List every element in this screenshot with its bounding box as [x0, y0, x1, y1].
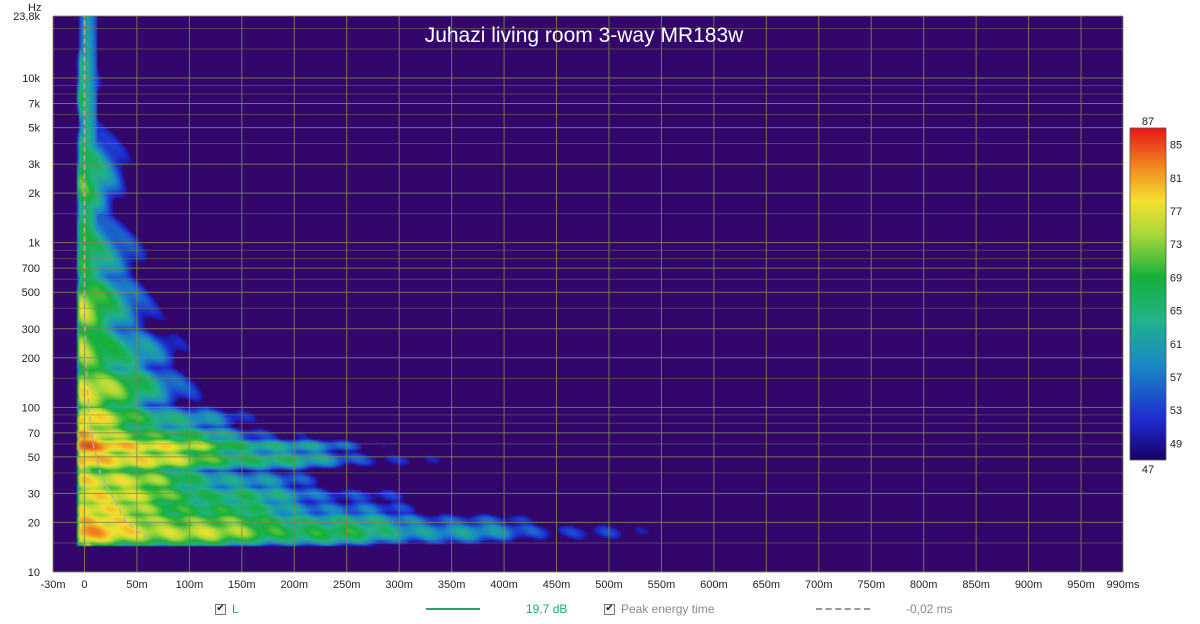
- x-tick-label: 300m: [385, 579, 413, 591]
- y-tick-label: 5k: [28, 123, 40, 135]
- colorbar: [1129, 127, 1167, 461]
- chart-title: Juhazi living room 3-way MR183w: [425, 24, 744, 47]
- x-tick-label: 250m: [333, 579, 361, 591]
- x-tick-label: 50m: [126, 579, 147, 591]
- colorbar-max-label: 87: [1142, 116, 1154, 128]
- x-tick-label: 400m: [490, 579, 518, 591]
- y-tick-label: 70: [28, 428, 40, 440]
- x-tick-label: 750m: [857, 579, 885, 591]
- x-tick-label: 600m: [700, 579, 728, 591]
- x-tick-label: 990ms: [1106, 579, 1140, 591]
- y-tick-label: 200: [22, 353, 40, 365]
- x-tick-label: 650m: [753, 579, 781, 591]
- x-tick-label: 950m: [1067, 579, 1095, 591]
- colorbar-tick-label: 53: [1170, 405, 1182, 417]
- series-l-swatch-row: [426, 600, 480, 618]
- y-tick-label: 1k: [28, 238, 40, 250]
- series-l-swatch: [426, 608, 480, 610]
- y-tick-label: 500: [22, 287, 40, 299]
- series-l-value: 19,7 dB: [526, 602, 568, 616]
- series-l-checkbox[interactable]: ✔: [215, 603, 226, 615]
- y-tick-label: 10: [28, 567, 40, 579]
- legend-peak-energy: ✔ Peak energy time: [604, 600, 714, 618]
- colorbar-tick-label: 81: [1170, 173, 1182, 185]
- y-tick-label: 50: [28, 452, 40, 464]
- heatmap-image: [53, 16, 1123, 572]
- peak-energy-value-row: -0,02 ms: [906, 600, 953, 618]
- colorbar-ticks: 49 53 57 61 65 69 73 77 81 85: [1170, 140, 1182, 451]
- series-l-value-row: 19,7 dB: [526, 600, 567, 618]
- peak-energy-label: Peak energy time: [621, 602, 715, 616]
- y-axis-ticks: 10 20 30 50 70 100 200 300 500 700 1k 2k 3k 5k 7k 10k 23…: [13, 11, 40, 579]
- colorbar-tick-label: 85: [1170, 140, 1182, 152]
- x-tick-label: -30m: [40, 579, 65, 591]
- x-tick-label: 450m: [543, 579, 571, 591]
- spectrogram-chart: Juhazi living room 3-way MR183w -30m 0 50m…: [13, 2, 1182, 591]
- series-l-label: L: [232, 602, 239, 616]
- grid-lines: [52, 15, 1124, 573]
- x-tick-label: 200m: [281, 579, 309, 591]
- x-tick-label: 0: [81, 579, 87, 591]
- peak-energy-swatch-row: [816, 600, 870, 618]
- y-tick-label: 10k: [22, 73, 40, 85]
- peak-energy-curve: [83, 16, 148, 539]
- y-tick-label: 7k: [28, 99, 40, 111]
- y-tick-label: 100: [22, 402, 40, 414]
- x-axis-ticks: -30m 0 50m 100m 150m 200m 250m 300m 350m 400m 450m…: [40, 579, 1140, 591]
- y-tick-label: 23,8k: [13, 11, 40, 23]
- colorbar-tick-label: 69: [1170, 272, 1182, 284]
- x-tick-label: 100m: [176, 579, 204, 591]
- y-tick-label: 2k: [28, 188, 40, 200]
- x-tick-label: 800m: [910, 579, 938, 591]
- y-tick-label: 30: [28, 488, 40, 500]
- colorbar-tick-label: 65: [1170, 306, 1182, 318]
- colorbar-min-label: 47: [1142, 464, 1154, 476]
- y-tick-label: 3k: [28, 159, 40, 171]
- colorbar-tick-label: 77: [1170, 206, 1182, 218]
- colorbar-tick-label: 73: [1170, 239, 1182, 251]
- x-tick-label: 850m: [962, 579, 990, 591]
- x-tick-label: 550m: [648, 579, 676, 591]
- x-tick-label: 700m: [805, 579, 833, 591]
- y-tick-label: 700: [22, 263, 40, 275]
- peak-energy-swatch: [816, 608, 870, 610]
- x-tick-label: 900m: [1015, 579, 1043, 591]
- x-tick-label: 500m: [595, 579, 623, 591]
- colorbar-tick-label: 49: [1170, 438, 1182, 450]
- y-axis-unit-label: Hz: [28, 2, 41, 14]
- peak-energy-checkbox[interactable]: ✔: [604, 603, 615, 615]
- legend-series-l: ✔ L: [215, 600, 239, 618]
- x-tick-label: 150m: [228, 579, 256, 591]
- y-tick-label: 300: [22, 324, 40, 336]
- peak-energy-value: -0,02 ms: [906, 602, 953, 616]
- y-tick-label: 20: [28, 517, 40, 529]
- colorbar-tick-label: 57: [1170, 372, 1182, 384]
- x-tick-label: 350m: [438, 579, 466, 591]
- colorbar-tick-label: 61: [1170, 339, 1182, 351]
